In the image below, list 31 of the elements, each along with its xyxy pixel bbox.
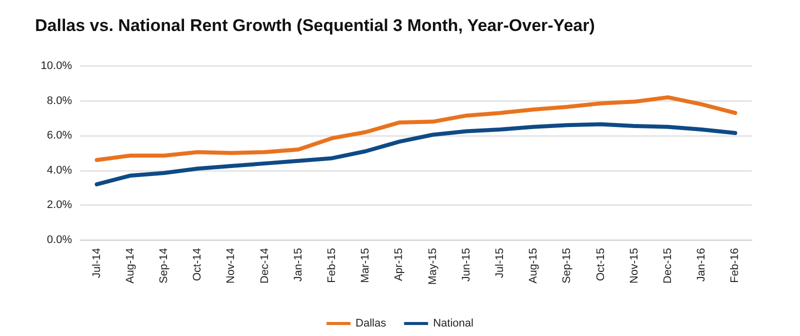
x-tick-label: Aug-15: [528, 248, 540, 284]
y-tick-label: 2.0%: [46, 199, 72, 212]
x-tick-label: Dec-14: [258, 248, 271, 284]
x-tick-label: Jun-15: [460, 248, 472, 282]
line-series: [94, 122, 738, 186]
x-tick-label: Sep-14: [158, 248, 170, 284]
line-series: [94, 95, 738, 162]
x-tick-label: Aug-14: [124, 248, 136, 284]
x-tick-label: Oct-14: [192, 248, 204, 282]
legend-label: Dallas: [356, 318, 387, 330]
y-tick-label: 4.0%: [46, 164, 72, 176]
x-tick-label: Jan-15: [292, 248, 304, 282]
x-tick-label: May-15: [426, 248, 439, 285]
x-tick-label: Feb-15: [326, 248, 338, 283]
y-tick-label: 6.0%: [46, 130, 72, 142]
chart-title: Dallas vs. National Rent Growth (Sequential 3 Month, Year-Over-Year): [35, 16, 595, 35]
y-tick-label: 8.0%: [46, 94, 72, 107]
x-tick-label: Jul-15: [494, 248, 506, 278]
x-tick-label: Mar-15: [360, 248, 372, 283]
y-tick-label: 0.0%: [46, 234, 72, 246]
legend-label: National: [433, 318, 474, 330]
x-tick-label: Oct-15: [594, 248, 607, 282]
x-tick-label: Jul-14: [90, 248, 103, 278]
x-tick-label: Feb-16: [729, 248, 742, 283]
x-tick-label: Sep-15: [561, 248, 574, 284]
x-tick-label: Dec-15: [662, 248, 674, 284]
y-tick-label: 10.0%: [40, 60, 72, 72]
x-tick-label: Apr-15: [393, 248, 406, 282]
x-tick-label: Jan-16: [696, 248, 708, 282]
x-tick-label: Nov-15: [628, 248, 640, 284]
x-tick-label: Nov-14: [225, 248, 238, 284]
